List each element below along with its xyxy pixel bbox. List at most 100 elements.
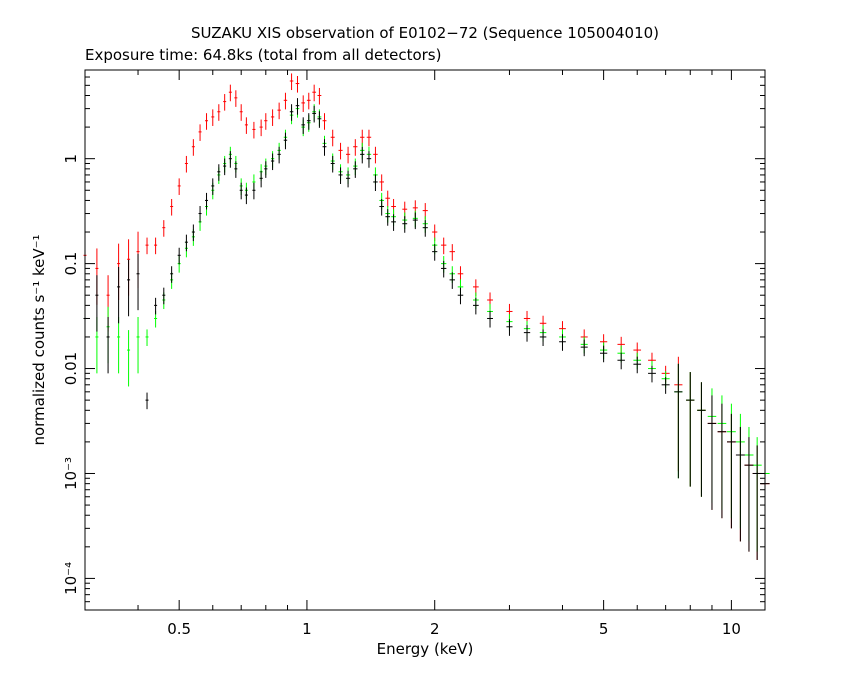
data-point xyxy=(580,339,588,357)
data-point xyxy=(735,426,745,542)
data-point xyxy=(244,187,248,205)
axis-ticks xyxy=(84,69,765,611)
data-point xyxy=(234,161,238,178)
data-point xyxy=(145,392,149,410)
data-point xyxy=(205,113,209,130)
series-2 xyxy=(83,98,770,571)
data-point xyxy=(277,146,281,164)
data-point xyxy=(487,310,493,328)
data-point xyxy=(223,94,227,111)
y-tick-label: 10⁻⁴ xyxy=(62,562,80,595)
data-point xyxy=(727,413,736,529)
data-point xyxy=(170,266,174,283)
data-point xyxy=(162,220,166,237)
data-point xyxy=(136,253,140,311)
data-point xyxy=(177,178,181,195)
data-point xyxy=(432,244,438,261)
data-point xyxy=(154,237,158,255)
data-point xyxy=(353,139,358,156)
data-point xyxy=(205,192,209,210)
data-point xyxy=(306,92,311,110)
data-point xyxy=(744,437,754,552)
y-axis-label: normalized counts s⁻¹ keV⁻¹ xyxy=(30,234,48,445)
data-point xyxy=(317,111,322,128)
data-point xyxy=(270,109,275,126)
data-point xyxy=(211,178,215,195)
data-point xyxy=(373,146,378,164)
data-point xyxy=(385,209,391,226)
data-point xyxy=(539,329,547,347)
data-point xyxy=(633,356,642,374)
data-series-layer xyxy=(83,73,770,571)
data-point xyxy=(239,182,243,200)
data-point xyxy=(379,174,384,192)
data-point xyxy=(360,146,365,164)
data-point xyxy=(170,198,174,216)
data-point xyxy=(686,372,695,487)
data-point xyxy=(127,330,131,387)
data-point xyxy=(457,287,464,305)
data-point xyxy=(697,382,706,497)
x-tick-label: 5 xyxy=(599,620,609,638)
data-point xyxy=(617,352,625,370)
series-0 xyxy=(83,73,770,571)
data-point xyxy=(441,237,447,255)
data-point xyxy=(295,76,300,93)
x-tick-label: 1 xyxy=(302,620,312,638)
data-point xyxy=(345,146,351,164)
chart-title: SUZAKU XIS observation of E0102−72 (Sequ… xyxy=(191,24,659,42)
data-point xyxy=(523,325,531,342)
data-point xyxy=(391,214,396,231)
data-point xyxy=(127,259,131,317)
data-point xyxy=(228,151,232,168)
data-point xyxy=(674,363,683,479)
axis-layer: 0.5 1 2 5 10 1 0.1 0.01 10⁻³ 10⁻⁴ xyxy=(62,69,765,638)
x-axis-label: Energy (keV) xyxy=(377,640,474,658)
data-point xyxy=(353,161,358,178)
data-point xyxy=(338,167,343,184)
data-point xyxy=(277,102,281,120)
x-tick-label: 0.5 xyxy=(167,620,191,638)
data-point xyxy=(402,216,408,233)
data-point xyxy=(252,121,256,139)
data-point xyxy=(322,113,327,130)
data-point xyxy=(312,105,317,123)
data-point xyxy=(223,158,227,176)
data-point xyxy=(264,113,268,130)
data-point xyxy=(717,403,727,519)
x-tick-label: 2 xyxy=(430,620,440,638)
data-point xyxy=(338,142,343,160)
data-point xyxy=(106,316,110,374)
data-point xyxy=(191,224,195,242)
data-point xyxy=(145,237,149,255)
data-point xyxy=(283,132,288,150)
data-point xyxy=(707,395,717,510)
data-point xyxy=(289,73,294,91)
data-point xyxy=(306,113,311,130)
data-point xyxy=(95,275,99,332)
data-point xyxy=(366,151,372,168)
data-point xyxy=(211,109,215,126)
y-tick-label: 0.01 xyxy=(62,352,80,385)
data-point xyxy=(198,124,202,141)
data-point xyxy=(264,161,268,178)
data-point xyxy=(441,260,447,278)
data-point xyxy=(184,234,188,252)
data-point xyxy=(244,117,248,134)
data-point xyxy=(198,206,202,223)
data-point xyxy=(422,220,428,237)
data-point xyxy=(270,153,275,171)
plot-frame xyxy=(84,69,766,611)
y-tick-label: 0.1 xyxy=(62,252,80,276)
data-point xyxy=(317,87,322,105)
y-tick-label: 1 xyxy=(62,154,80,164)
data-point xyxy=(312,84,317,102)
x-tick-label: 10 xyxy=(722,620,741,638)
chart-subtitle: Exposure time: 64.8ks (total from all de… xyxy=(85,46,441,64)
data-point xyxy=(301,117,306,134)
data-point xyxy=(259,170,263,188)
data-point xyxy=(252,182,256,200)
data-point xyxy=(259,119,263,137)
data-point xyxy=(330,129,335,147)
